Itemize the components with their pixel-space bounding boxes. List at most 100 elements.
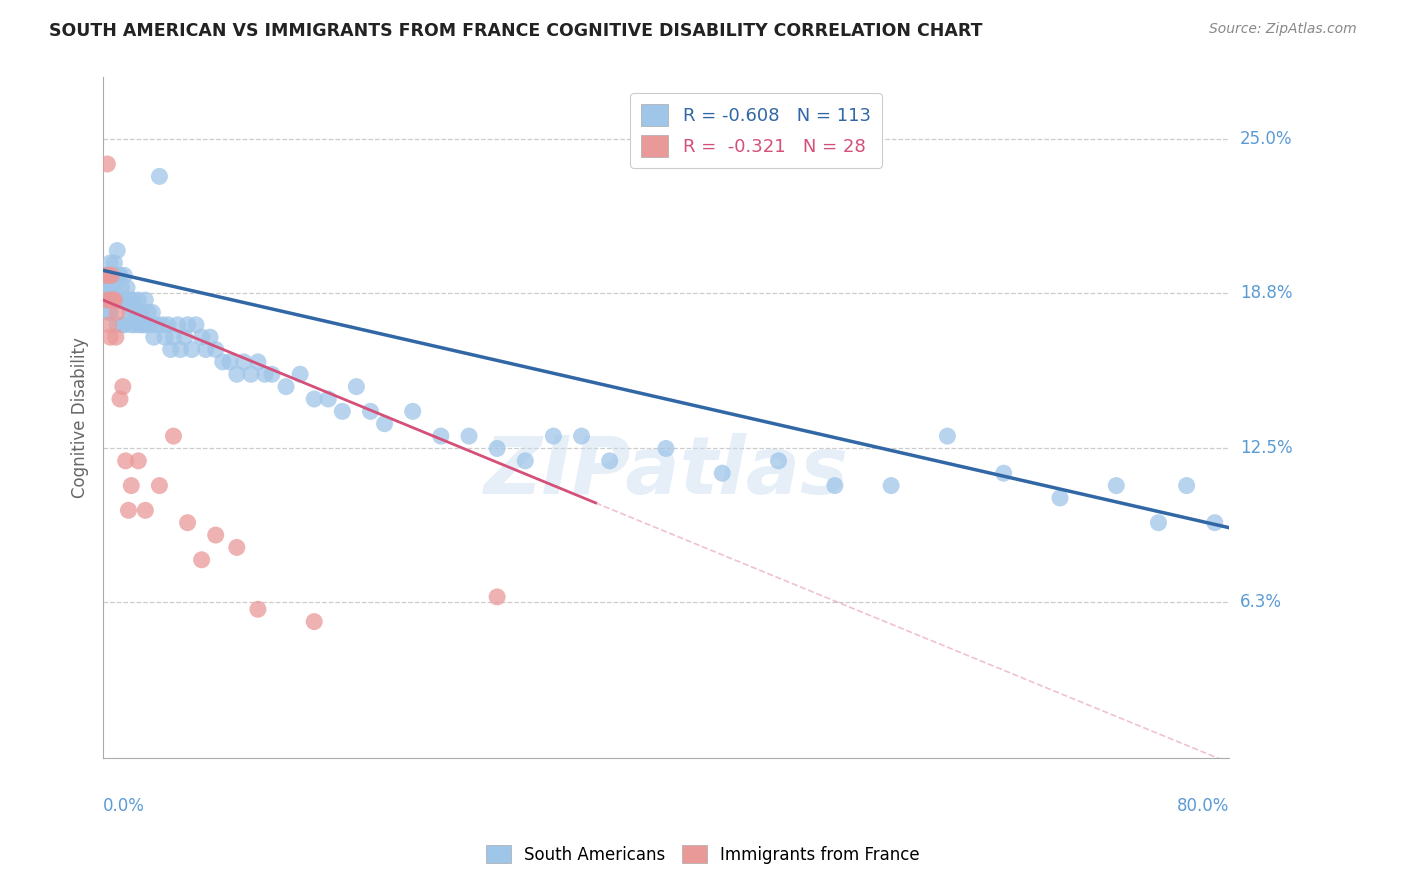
- Point: [98, 268, 121, 283]
- Point: [374, 417, 396, 431]
- Point: [134, 503, 156, 517]
- Point: [260, 368, 283, 382]
- Point: [101, 293, 124, 307]
- Point: [190, 330, 212, 344]
- Point: [768, 454, 790, 468]
- Point: [1147, 516, 1170, 530]
- Point: [112, 293, 135, 307]
- Point: [107, 293, 129, 307]
- Point: [104, 268, 127, 283]
- Point: [225, 368, 247, 382]
- Point: [316, 392, 339, 406]
- Point: [98, 281, 121, 295]
- Point: [105, 305, 128, 319]
- Point: [117, 293, 139, 307]
- Point: [458, 429, 481, 443]
- Point: [142, 330, 165, 344]
- Point: [103, 293, 125, 307]
- Point: [103, 268, 125, 283]
- Point: [96, 293, 118, 307]
- Point: [115, 281, 138, 295]
- Point: [111, 318, 134, 332]
- Point: [145, 318, 167, 332]
- Point: [246, 355, 269, 369]
- Point: [204, 343, 226, 357]
- Point: [288, 368, 311, 382]
- Point: [97, 268, 120, 283]
- Point: [129, 305, 152, 319]
- Point: [96, 293, 118, 307]
- Point: [101, 281, 124, 295]
- Point: [114, 293, 136, 307]
- Point: [360, 404, 382, 418]
- Point: [105, 293, 128, 307]
- Point: [198, 330, 221, 344]
- Point: [246, 602, 269, 616]
- Point: [127, 454, 149, 468]
- Text: Source: ZipAtlas.com: Source: ZipAtlas.com: [1209, 22, 1357, 37]
- Point: [204, 528, 226, 542]
- Point: [100, 281, 122, 295]
- Point: [148, 478, 170, 492]
- Point: [218, 355, 240, 369]
- Text: 18.8%: 18.8%: [1240, 284, 1292, 301]
- Point: [120, 318, 142, 332]
- Point: [176, 318, 198, 332]
- Point: [253, 368, 276, 382]
- Point: [122, 305, 145, 319]
- Point: [148, 169, 170, 184]
- Point: [98, 293, 121, 307]
- Point: [107, 268, 129, 283]
- Point: [162, 429, 184, 443]
- Point: [103, 293, 125, 307]
- Point: [180, 343, 202, 357]
- Point: [111, 293, 134, 307]
- Point: [159, 343, 181, 357]
- Point: [97, 318, 120, 332]
- Point: [993, 467, 1015, 481]
- Point: [136, 305, 159, 319]
- Point: [100, 293, 122, 307]
- Text: 80.0%: 80.0%: [1177, 797, 1229, 814]
- Point: [127, 293, 149, 307]
- Point: [105, 318, 128, 332]
- Point: [824, 478, 846, 492]
- Point: [121, 293, 143, 307]
- Point: [103, 256, 125, 270]
- Point: [302, 392, 325, 406]
- Point: [156, 318, 179, 332]
- Point: [114, 454, 136, 468]
- Point: [97, 293, 120, 307]
- Point: [1204, 516, 1226, 530]
- Point: [120, 478, 142, 492]
- Point: [166, 318, 188, 332]
- Text: 25.0%: 25.0%: [1240, 130, 1292, 148]
- Point: [880, 478, 903, 492]
- Point: [153, 330, 176, 344]
- Point: [194, 343, 217, 357]
- Point: [125, 305, 148, 319]
- Point: [117, 503, 139, 517]
- Point: [97, 305, 120, 319]
- Point: [101, 293, 124, 307]
- Point: [118, 305, 141, 319]
- Point: [176, 516, 198, 530]
- Point: [108, 293, 131, 307]
- Point: [162, 330, 184, 344]
- Point: [94, 293, 117, 307]
- Text: SOUTH AMERICAN VS IMMIGRANTS FROM FRANCE COGNITIVE DISABILITY CORRELATION CHART: SOUTH AMERICAN VS IMMIGRANTS FROM FRANCE…: [49, 22, 983, 40]
- Point: [486, 442, 509, 456]
- Point: [543, 429, 565, 443]
- Point: [711, 467, 734, 481]
- Point: [110, 281, 132, 295]
- Point: [655, 442, 678, 456]
- Point: [402, 404, 425, 418]
- Point: [138, 318, 160, 332]
- Point: [98, 330, 121, 344]
- Text: ZIPatlas: ZIPatlas: [484, 433, 848, 511]
- Point: [128, 318, 150, 332]
- Point: [101, 268, 124, 283]
- Point: [105, 268, 128, 283]
- Point: [112, 318, 135, 332]
- Point: [430, 429, 453, 443]
